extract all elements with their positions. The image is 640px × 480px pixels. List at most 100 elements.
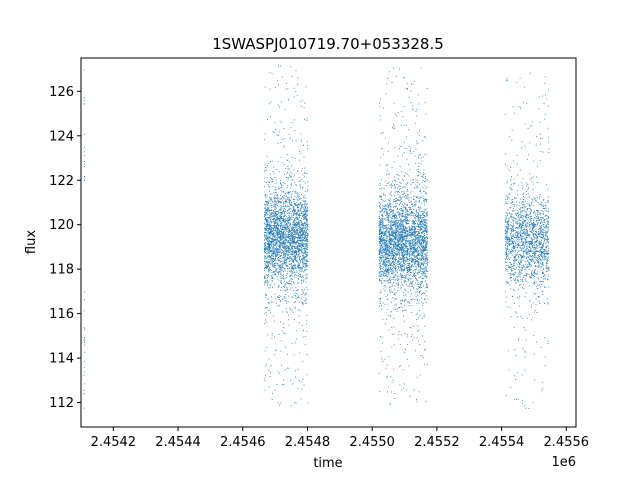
data-point [266, 295, 267, 297]
data-point [427, 237, 429, 239]
data-point [404, 309, 406, 311]
data-point [408, 202, 410, 204]
data-point [307, 236, 308, 238]
data-point [270, 259, 272, 261]
data-point [294, 242, 296, 244]
data-point [290, 274, 292, 276]
data-point [397, 252, 399, 254]
data-point [393, 232, 395, 234]
data-point [282, 384, 284, 386]
data-point [304, 213, 306, 215]
data-point [288, 247, 290, 249]
data-point [265, 247, 267, 249]
data-point [410, 236, 412, 238]
data-point [288, 234, 290, 236]
data-point [296, 205, 298, 207]
data-point [419, 222, 421, 224]
data-point [277, 286, 279, 288]
data-point [293, 255, 295, 257]
data-point [83, 103, 85, 105]
data-point [417, 245, 419, 247]
data-point [288, 200, 290, 202]
data-point [307, 140, 308, 142]
data-point [275, 197, 277, 199]
data-point [278, 284, 280, 286]
data-point [405, 294, 407, 296]
data-point [266, 266, 268, 268]
data-point [422, 231, 424, 233]
data-point [302, 264, 304, 266]
data-point [287, 266, 289, 268]
data-point [294, 224, 296, 226]
data-point [417, 247, 418, 249]
data-point [277, 268, 279, 269]
data-point [279, 255, 281, 257]
data-point [292, 272, 294, 274]
data-point [422, 236, 424, 237]
data-point [271, 225, 273, 226]
data-point [418, 263, 420, 265]
data-point [267, 268, 269, 270]
data-point [422, 254, 424, 256]
data-point [380, 219, 382, 221]
data-point [406, 266, 408, 268]
data-point [306, 190, 308, 192]
data-point [387, 205, 389, 207]
data-point [296, 274, 298, 276]
data-point [294, 241, 296, 243]
data-point [276, 243, 278, 245]
data-point [290, 182, 292, 184]
data-point [279, 188, 281, 190]
data-point [426, 277, 428, 279]
data-point [297, 245, 298, 246]
data-point [291, 201, 292, 203]
data-point [390, 255, 392, 257]
data-point [399, 187, 401, 189]
data-point [297, 200, 299, 201]
data-point [273, 234, 275, 236]
data-point [279, 215, 281, 216]
data-point [286, 191, 288, 193]
data-point [278, 200, 280, 202]
data-point [393, 238, 395, 240]
data-point [290, 245, 292, 246]
data-point [304, 207, 306, 209]
data-point [386, 270, 388, 272]
data-point [286, 201, 288, 203]
data-point [290, 230, 292, 232]
data-point [306, 238, 308, 240]
data-point [386, 273, 387, 275]
data-point [397, 283, 399, 285]
data-point [389, 213, 391, 215]
data-point [267, 237, 268, 239]
data-point [298, 176, 300, 178]
data-point [289, 259, 291, 261]
data-point [280, 231, 282, 232]
data-point [410, 229, 412, 231]
data-point [269, 257, 271, 259]
data-point [295, 91, 297, 92]
data-point [280, 261, 282, 263]
data-point [268, 270, 270, 272]
data-point [279, 198, 281, 200]
data-point [301, 204, 302, 206]
data-point [391, 251, 392, 253]
data-point [266, 258, 268, 259]
data-point [392, 245, 394, 247]
data-point [275, 255, 277, 257]
data-point [296, 272, 298, 274]
data-point [301, 187, 303, 189]
data-point [274, 211, 276, 213]
data-point [412, 257, 414, 259]
data-point [418, 209, 420, 211]
data-point [277, 198, 279, 199]
data-point [302, 232, 303, 233]
data-point [397, 227, 399, 229]
data-point [398, 253, 400, 255]
data-point [282, 209, 284, 211]
data-point [271, 255, 273, 256]
data-point [408, 267, 410, 269]
data-point [384, 254, 386, 256]
data-point [276, 234, 278, 235]
data-point [266, 257, 268, 258]
